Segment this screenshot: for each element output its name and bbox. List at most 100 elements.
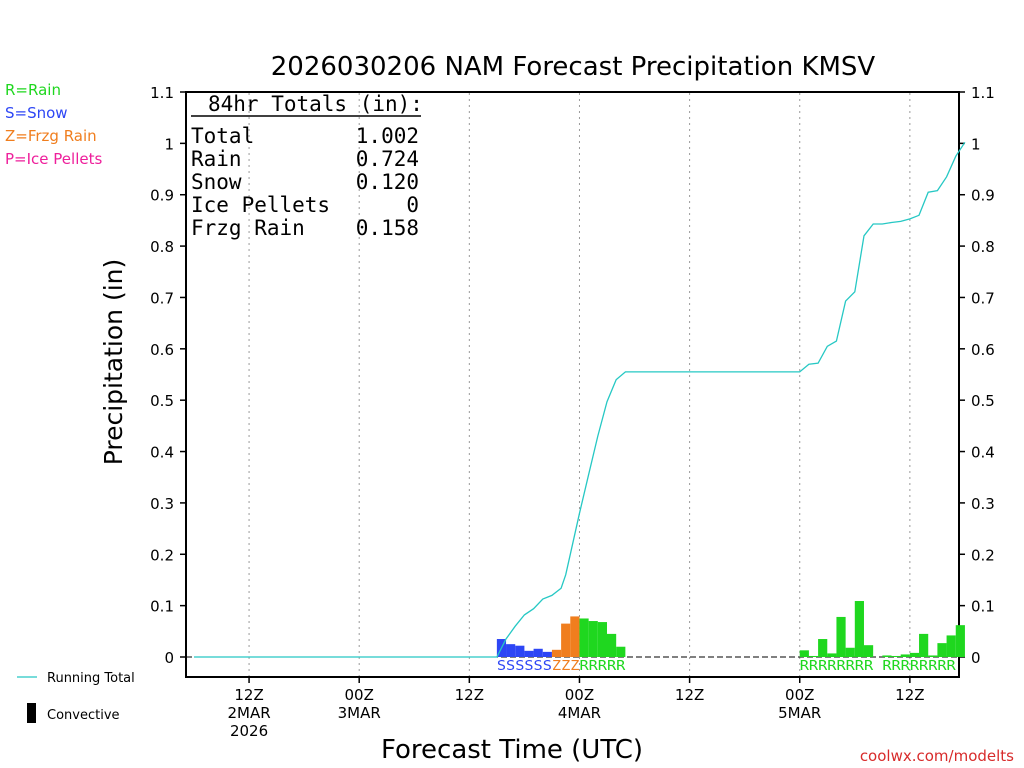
x-tick-label: 00Z bbox=[565, 686, 594, 704]
running-total-line bbox=[194, 141, 966, 658]
totals-snow-label: Snow bbox=[191, 170, 242, 194]
precip-bar bbox=[845, 647, 855, 657]
precip-bar bbox=[579, 618, 589, 657]
y-tick-label-right: 0.5 bbox=[971, 392, 995, 410]
y-tick-label-right: 0.9 bbox=[971, 187, 995, 205]
totals-ice-value: 0 bbox=[406, 193, 419, 217]
x-tick-label: 12Z bbox=[675, 686, 704, 704]
gridlines bbox=[248, 93, 911, 676]
y-tick-label-left: 0.4 bbox=[150, 444, 174, 462]
totals-snow-value: 0.120 bbox=[356, 170, 419, 194]
precip-type-label: RRRRRRRR bbox=[800, 659, 874, 674]
y-tick-label-left: 0.2 bbox=[150, 546, 174, 564]
y-tick-label-left: 0.5 bbox=[150, 392, 174, 410]
x-tick-label: 12Z bbox=[895, 686, 924, 704]
precip-bar bbox=[799, 650, 809, 657]
totals-header: 84hr Totals (in): bbox=[208, 92, 423, 116]
x-tick-label: 5MAR bbox=[778, 704, 821, 722]
y-tick-label-right: 0.3 bbox=[971, 495, 995, 513]
precip-type-label: ZZZ bbox=[552, 659, 580, 674]
precip-bar bbox=[515, 645, 525, 657]
precip-type-label: SSSSSS bbox=[497, 659, 552, 674]
y-tick-label-right: 0.1 bbox=[971, 598, 995, 616]
y-tick-label-left: 0.7 bbox=[150, 289, 174, 307]
precip-bar bbox=[542, 651, 552, 657]
precip-type-label: RRRRRRRR bbox=[882, 659, 956, 674]
precip-bar bbox=[882, 655, 892, 657]
plot-frame: 0 0 0.1 0.1 0.2 0.2 0.3 0.3 0.4 0.4 0.5 0.5 0.6 0.6 0.… bbox=[150, 84, 995, 740]
precip-bar bbox=[827, 653, 837, 657]
precip-bar bbox=[551, 649, 562, 657]
y-axis-ticks: 0 0 0.1 0.1 0.2 0.2 0.3 0.3 0.4 0.4 0.5 0.5 0.6 0.6 0.… bbox=[150, 84, 995, 667]
precip-bar bbox=[928, 655, 938, 657]
chart-title: 2026030206 NAM Forecast Precipitation KM… bbox=[271, 52, 876, 82]
precip-bar bbox=[524, 650, 534, 657]
totals-rain-value: 0.724 bbox=[356, 147, 419, 171]
y-tick-label-left: 0 bbox=[164, 649, 174, 667]
totals-total-label: Total bbox=[191, 124, 254, 148]
y-axis-label: Precipitation (in) bbox=[99, 259, 128, 466]
lower-legend: Running Total Convective bbox=[17, 671, 135, 723]
precip-bar bbox=[818, 639, 828, 657]
precip-bar bbox=[808, 655, 819, 657]
precip-bar bbox=[506, 644, 516, 657]
totals-ice-label: Ice Pellets bbox=[191, 193, 330, 217]
legend-snow: S=Snow bbox=[5, 104, 68, 122]
precip-type-label: RRRRR bbox=[579, 659, 625, 674]
precip-bars bbox=[496, 601, 965, 657]
x-tick-label: 00Z bbox=[785, 686, 814, 704]
legend-frzg-rain: Z=Frzg Rain bbox=[5, 127, 97, 145]
y-tick-label-left: 0.1 bbox=[150, 598, 174, 616]
precip-bar bbox=[570, 616, 580, 657]
running-total-label: Running Total bbox=[47, 671, 135, 686]
x-tick-label: 2MAR bbox=[227, 704, 270, 722]
precip-bar bbox=[919, 633, 929, 657]
y-tick-label-left: 0.8 bbox=[150, 238, 174, 256]
precip-bar bbox=[909, 652, 920, 657]
y-tick-label-right: 1.1 bbox=[971, 84, 995, 102]
precip-type-labels: SSSSSS ZZZ RRRRR RRRRRRRR RRRRRRRR bbox=[497, 659, 956, 674]
plot-border bbox=[185, 91, 960, 678]
y-tick-label-right: 0.8 bbox=[971, 238, 995, 256]
y-tick-label-right: 0.4 bbox=[971, 444, 995, 462]
x-tick-label: 00Z bbox=[345, 686, 374, 704]
x-tick-label: 3MAR bbox=[338, 704, 381, 722]
precip-bar bbox=[863, 645, 874, 657]
x-tick-label: 2026 bbox=[230, 722, 268, 740]
totals-rain-label: Rain bbox=[191, 147, 242, 171]
precip-bar bbox=[607, 633, 617, 657]
precip-bar bbox=[616, 646, 626, 657]
y-tick-label-left: 1.1 bbox=[150, 84, 174, 102]
credit-text: coolwx.com/modelts bbox=[860, 747, 1014, 765]
totals-box: 84hr Totals (in): Total 1.002 Rain 0.724… bbox=[191, 92, 423, 240]
totals-frzg-label: Frzg Rain bbox=[191, 216, 305, 240]
legend-ice-pellets: P=Ice Pellets bbox=[5, 150, 102, 168]
precip-bar bbox=[533, 648, 543, 657]
y-tick-label-left: 0.3 bbox=[150, 495, 174, 513]
x-tick-label: 4MAR bbox=[558, 704, 601, 722]
y-tick-label-right: 0.7 bbox=[971, 289, 995, 307]
precip-bar bbox=[588, 621, 598, 657]
y-tick-label-right: 0.2 bbox=[971, 546, 995, 564]
precip-bar bbox=[955, 625, 965, 657]
precip-bar bbox=[597, 622, 608, 657]
convective-swatch bbox=[27, 703, 36, 723]
y-tick-label-left: 1 bbox=[164, 135, 174, 153]
x-axis-label: Forecast Time (UTC) bbox=[381, 735, 643, 765]
y-tick-label-right: 0 bbox=[971, 649, 981, 667]
legend-rain: R=Rain bbox=[5, 81, 61, 99]
precip-bar bbox=[946, 635, 956, 657]
y-tick-label-right: 0.6 bbox=[971, 341, 995, 359]
totals-total-value: 1.002 bbox=[356, 124, 419, 148]
precip-bar bbox=[900, 654, 910, 657]
precip-bar bbox=[854, 601, 864, 657]
precip-bar bbox=[891, 655, 901, 657]
legend: R=Rain S=Snow Z=Frzg Rain P=Ice Pellets bbox=[5, 81, 102, 168]
y-tick-label-right: 1 bbox=[971, 135, 981, 153]
x-tick-label: 12Z bbox=[455, 686, 484, 704]
y-tick-label-left: 0.9 bbox=[150, 187, 174, 205]
totals-frzg-value: 0.158 bbox=[356, 216, 419, 240]
precip-bar bbox=[561, 623, 571, 657]
